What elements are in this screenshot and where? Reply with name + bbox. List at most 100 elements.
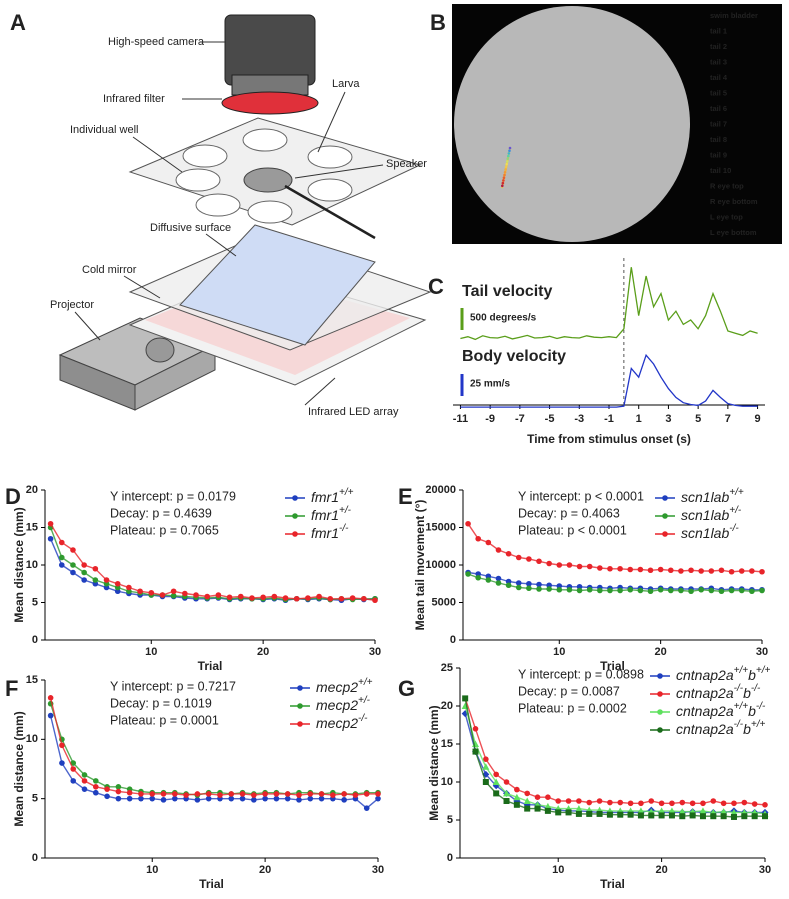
y-tick-label: 5 <box>32 596 38 608</box>
callout: Cold mirror <box>82 264 137 276</box>
point <box>318 791 325 797</box>
point <box>586 810 593 817</box>
point <box>720 808 728 815</box>
point <box>698 586 704 593</box>
legend-text: b <box>748 703 756 719</box>
keypoint-dot <box>502 176 506 179</box>
point <box>115 784 122 790</box>
callout: Infrared filter <box>103 93 165 105</box>
point <box>372 597 378 604</box>
point <box>47 535 54 542</box>
point <box>307 791 314 797</box>
point <box>172 791 178 797</box>
point <box>576 798 582 804</box>
x-tick-label: 3 <box>665 413 671 425</box>
point <box>215 592 222 598</box>
point <box>262 791 268 797</box>
point <box>710 813 717 820</box>
point <box>503 798 510 804</box>
point <box>296 797 302 803</box>
point <box>556 562 563 568</box>
point <box>637 566 644 573</box>
legend-marker <box>297 685 303 691</box>
y-tick-label: 15000 <box>425 521 456 533</box>
keypoint-label: tail 6 <box>710 104 727 113</box>
keypoint-label: tail 10 <box>710 166 731 175</box>
point <box>566 586 573 593</box>
legend-text: fmr1 <box>311 489 339 505</box>
point <box>375 791 381 797</box>
point <box>637 587 644 594</box>
point <box>81 778 88 784</box>
point <box>730 813 737 820</box>
legend-superscript: -/- <box>751 683 761 694</box>
point <box>607 799 613 806</box>
legend-text: scn1lab <box>681 525 729 541</box>
x-tick-label: 10 <box>145 646 157 658</box>
point <box>586 799 593 806</box>
y-tick-label: 10 <box>441 776 453 788</box>
legend-superscript: +/- <box>358 695 371 706</box>
point <box>637 807 645 814</box>
point <box>689 812 696 819</box>
point <box>70 562 76 568</box>
callout: Projector <box>50 299 94 311</box>
keypoint-label: tail 5 <box>710 88 727 97</box>
point <box>617 587 623 594</box>
legend-text: scn1lab <box>681 489 729 505</box>
point <box>544 802 552 810</box>
point <box>647 567 654 574</box>
x-tick-label: 30 <box>759 864 771 876</box>
point <box>475 574 482 581</box>
point <box>92 565 99 572</box>
legend-superscript: -/- <box>756 701 766 712</box>
point <box>182 590 188 597</box>
point <box>679 813 686 820</box>
annotation: Plateau: p = 0.0002 <box>518 701 627 715</box>
y-tick-label: 10 <box>26 733 38 745</box>
keypoint-label: R eye bottom <box>710 197 758 206</box>
point <box>751 813 758 820</box>
point <box>627 566 634 573</box>
annotation: Plateau: p = 0.7065 <box>110 523 219 537</box>
point <box>751 801 758 807</box>
keypoint-label: tail 9 <box>710 150 727 159</box>
annotation: Decay: p = 0.0087 <box>518 684 620 698</box>
point <box>575 805 583 812</box>
point <box>239 791 246 797</box>
x-axis-label: Trial <box>600 659 625 673</box>
point <box>149 795 156 802</box>
point <box>565 798 572 804</box>
point <box>555 798 562 804</box>
point <box>330 792 336 798</box>
panel-label: F <box>5 676 18 701</box>
tracking-image: B swim bladder tail 1 tail 2 tail 3 tail 4 ta… <box>430 4 782 244</box>
point <box>526 580 532 587</box>
keypoint-dot <box>506 157 510 161</box>
x-axis-label: Time from stimulus onset (s) <box>527 432 691 446</box>
point <box>260 594 266 601</box>
point <box>658 812 665 819</box>
point <box>545 794 551 800</box>
point <box>237 593 244 600</box>
x-tick-label: 20 <box>259 864 271 876</box>
keypoint-dot <box>504 165 508 169</box>
point <box>720 800 727 807</box>
y-tick-label: 15 <box>26 521 38 533</box>
legend-marker <box>657 709 663 715</box>
keypoint-label: R eye top <box>710 181 744 190</box>
apparatus-diagram: A High-speed camera Infrared filter Larv… <box>10 10 432 418</box>
point <box>505 582 512 589</box>
x-tick-label: 20 <box>655 864 667 876</box>
x-tick-label: 1 <box>636 413 642 425</box>
point <box>679 799 686 806</box>
legend-text: mecp2 <box>316 679 358 695</box>
point <box>669 800 675 807</box>
point <box>513 801 520 808</box>
point <box>728 587 735 594</box>
y-tick-label: 10 <box>26 559 38 571</box>
callout-lines <box>74 41 384 406</box>
point <box>228 791 235 797</box>
legend-superscript: +/+ <box>339 487 354 498</box>
